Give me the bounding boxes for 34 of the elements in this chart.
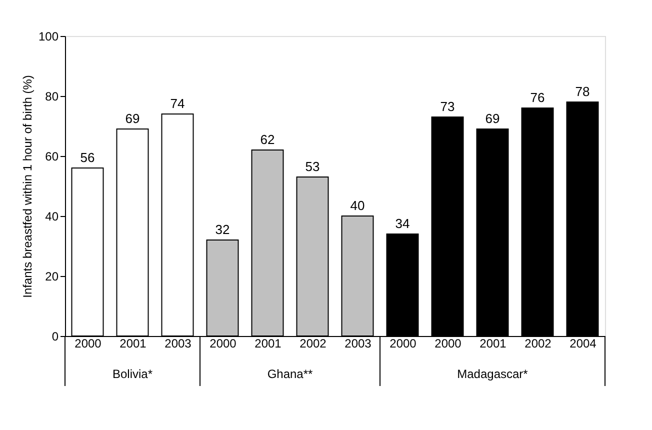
x-tick-label: 2003 xyxy=(164,336,192,350)
x-tick-label: 2002 xyxy=(524,336,552,350)
data-label: 56 xyxy=(80,150,95,165)
text: Madagascar* xyxy=(457,367,528,381)
x-tick-label: 2000 xyxy=(434,336,462,350)
data-label: 40 xyxy=(350,198,365,213)
data-label: 53 xyxy=(305,159,320,174)
data-label: 69 xyxy=(485,111,500,126)
x-tick-label: 2000 xyxy=(390,336,417,350)
y-tick-label: 0 xyxy=(52,330,59,344)
data-label: 69 xyxy=(125,111,140,126)
data-label: 34 xyxy=(395,216,410,231)
x-tick-label: 2001 xyxy=(254,336,282,350)
y-axis-title: Infants breastfed within 1 hour of birth (%) xyxy=(20,75,34,298)
data-label: 78 xyxy=(575,84,590,99)
text: Bolivia* xyxy=(112,367,153,381)
x-tick-label: 2001 xyxy=(120,336,147,350)
x-tick-label: 2000 xyxy=(74,336,102,350)
y-tick-label: 60 xyxy=(45,150,59,164)
data-label: 32 xyxy=(215,222,230,237)
data-label: 73 xyxy=(440,99,455,114)
x-tick-label: 2001 xyxy=(480,336,507,350)
y-tick-label: 100 xyxy=(38,30,59,44)
x-tick-label: 2000 xyxy=(210,336,237,350)
data-label: 74 xyxy=(170,96,185,111)
x-tick-label: 2002 xyxy=(300,336,327,350)
y-tick-label: 80 xyxy=(45,90,59,104)
y-tick-label: 40 xyxy=(45,210,59,224)
data-label: 76 xyxy=(530,90,545,105)
x-tick-label: 2004 xyxy=(570,336,597,350)
text: Ghana** xyxy=(267,367,314,381)
x-tick-label: 2003 xyxy=(344,336,372,350)
y-tick-label: 20 xyxy=(45,270,59,284)
data-label: 62 xyxy=(260,132,275,147)
